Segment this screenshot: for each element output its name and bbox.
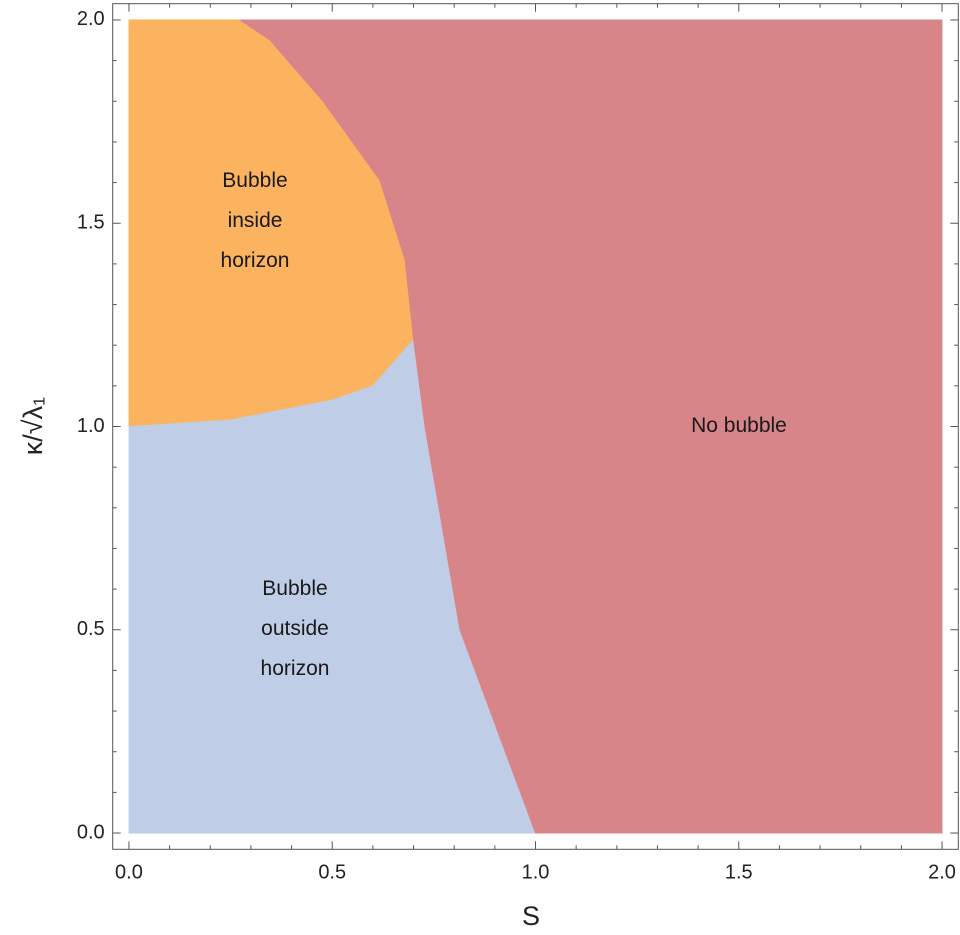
y-axis-title: κ/√λ₁ [18, 397, 48, 455]
y-tick-label: 0.5 [77, 618, 105, 640]
y-tick-label: 0.0 [77, 821, 105, 843]
y-tick-label: 1.0 [77, 415, 105, 437]
y-tick-label: 1.5 [77, 212, 105, 234]
x-axis-title: S [522, 901, 540, 931]
region-label: Bubble inside horizon [220, 169, 290, 272]
x-tick-label: 2.0 [928, 862, 956, 884]
region [238, 19, 943, 834]
y-tick-label: 2.0 [77, 8, 105, 30]
x-tick-label: 1.5 [725, 862, 753, 884]
region-label: No bubble [691, 414, 787, 437]
x-tick-label: 0.5 [318, 862, 346, 884]
x-tick-label: 0.0 [115, 862, 143, 884]
x-tick-label: 1.0 [522, 862, 550, 884]
region-label: Bubble outside horizon [260, 577, 330, 680]
regions [128, 19, 943, 834]
